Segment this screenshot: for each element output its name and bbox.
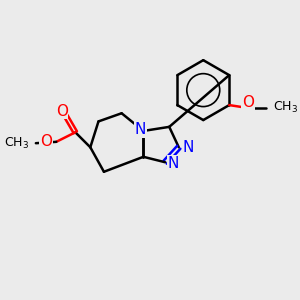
Text: N: N — [134, 122, 146, 137]
Text: O: O — [40, 134, 52, 149]
Text: CH$_3$: CH$_3$ — [273, 100, 298, 115]
Text: O: O — [56, 103, 68, 118]
Text: N: N — [168, 156, 179, 171]
Text: O: O — [242, 95, 254, 110]
Text: N: N — [182, 140, 194, 155]
Text: CH$_3$: CH$_3$ — [4, 136, 29, 151]
